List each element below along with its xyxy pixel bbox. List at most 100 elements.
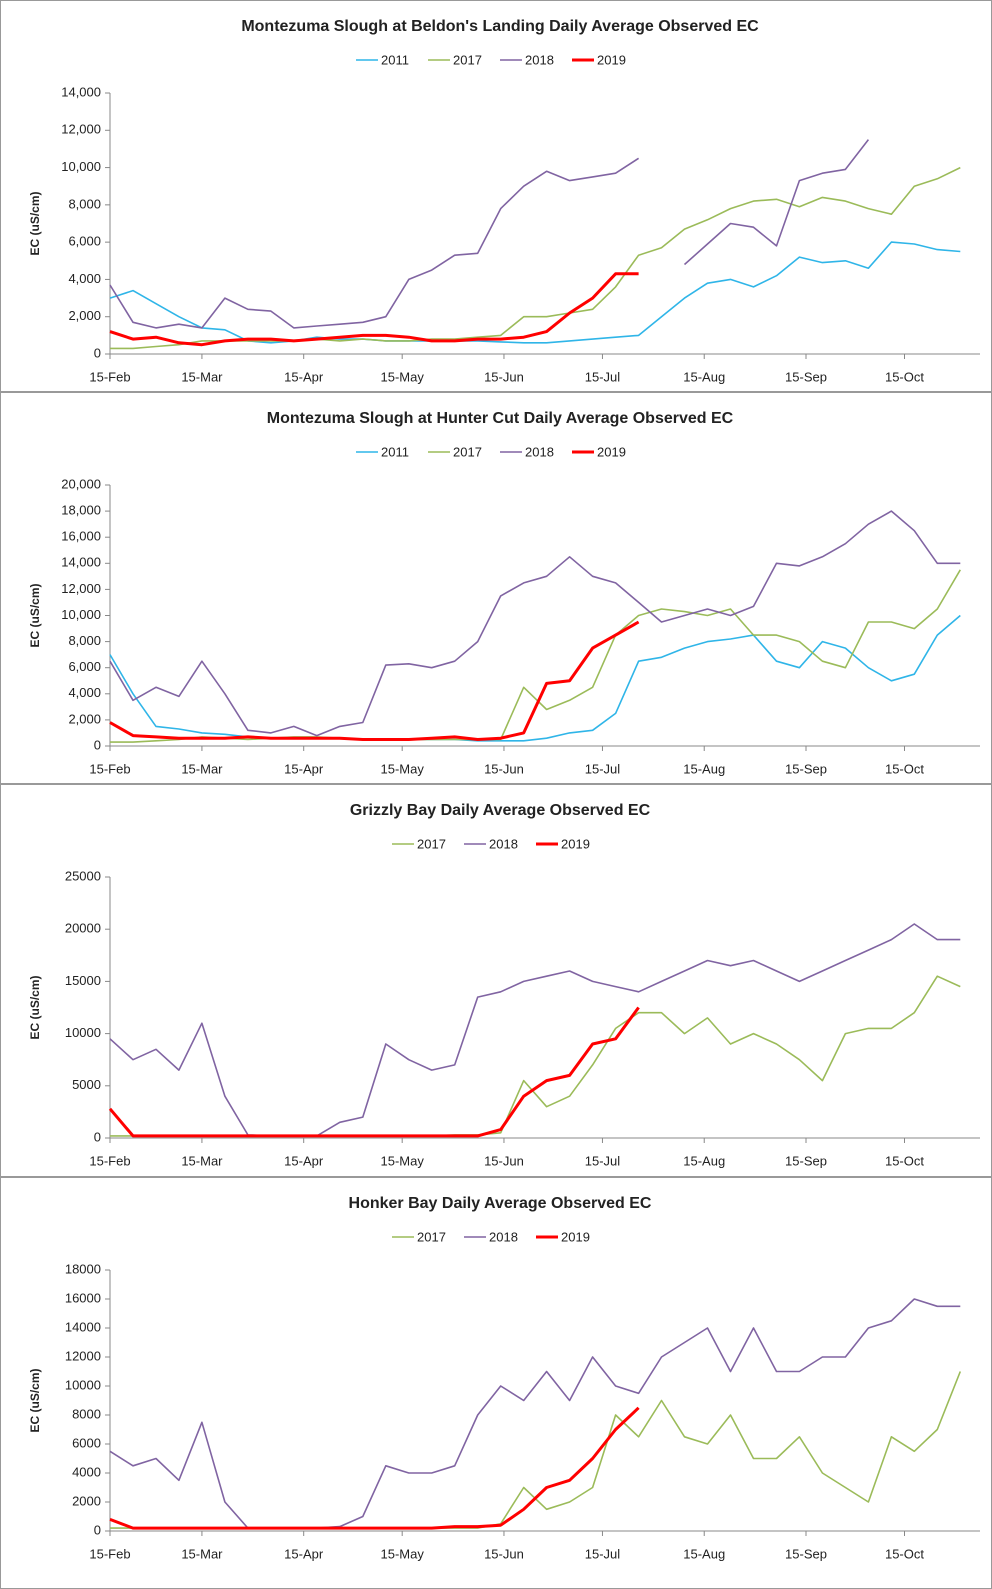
- legend-label: 2011: [381, 52, 409, 67]
- y-tick-label: 2,000: [68, 711, 101, 726]
- y-tick-label: 20,000: [61, 476, 101, 491]
- panel-border: [0, 392, 992, 784]
- series-line: [109, 510, 961, 737]
- legend-label: 2019: [597, 52, 626, 67]
- x-tick-label: 15-May: [381, 369, 425, 384]
- legend-label: 2019: [561, 836, 590, 851]
- x-tick-label: 15-Oct: [885, 1546, 924, 1561]
- y-axis-label: EC (uS/cm): [28, 191, 42, 255]
- x-tick-label: 15-Sep: [785, 1546, 827, 1561]
- y-tick-label: 14,000: [61, 555, 101, 570]
- x-tick-label: 15-Mar: [181, 369, 223, 384]
- x-tick-label: 15-Jun: [484, 1153, 524, 1168]
- chart-title: Grizzly Bay Daily Average Observed EC: [350, 802, 651, 819]
- chart-title: Montezuma Slough at Hunter Cut Daily Ave…: [267, 410, 734, 427]
- y-tick-label: 6,000: [68, 234, 101, 249]
- y-tick-label: 0: [94, 345, 101, 360]
- y-tick-label: 16,000: [61, 529, 101, 544]
- y-tick-label: 14,000: [61, 84, 101, 99]
- x-tick-label: 15-Jun: [484, 1546, 524, 1561]
- x-tick-label: 15-Sep: [785, 1153, 827, 1168]
- x-tick-label: 15-Jun: [484, 369, 524, 384]
- chart-panel: Montezuma Slough at Hunter Cut Daily Ave…: [0, 392, 992, 784]
- x-tick-label: 15-Apr: [284, 761, 324, 776]
- y-tick-label: 20000: [65, 921, 101, 936]
- y-tick-label: 25000: [65, 868, 101, 883]
- legend-label: 2019: [561, 1229, 590, 1244]
- y-tick-label: 10,000: [61, 607, 101, 622]
- x-tick-label: 15-Aug: [683, 1546, 725, 1561]
- series-line: [109, 620, 640, 741]
- chart-title: Honker Bay Daily Average Observed EC: [349, 1195, 652, 1212]
- y-tick-label: 6,000: [68, 659, 101, 674]
- y-tick-label: 6000: [72, 1435, 101, 1450]
- x-tick-label: 15-Jul: [585, 369, 621, 384]
- x-tick-label: 15-Aug: [683, 761, 725, 776]
- y-tick-label: 15000: [65, 973, 101, 988]
- series-line: [109, 1406, 640, 1530]
- legend-label: 2018: [489, 836, 518, 851]
- x-tick-label: 15-Apr: [284, 1153, 324, 1168]
- y-tick-label: 5000: [72, 1077, 101, 1092]
- chart-title: Montezuma Slough at Beldon's Landing Dai…: [241, 18, 759, 35]
- y-tick-label: 18,000: [61, 503, 101, 518]
- chart-panel: Grizzly Bay Daily Average Observed EC 201…: [0, 784, 992, 1177]
- x-tick-label: 15-Oct: [885, 1153, 924, 1168]
- series-line: [110, 569, 961, 743]
- x-tick-label: 15-Oct: [885, 761, 924, 776]
- chart-panel: Honker Bay Daily Average Observed EC 2017…: [0, 1177, 992, 1589]
- series-line: [109, 272, 639, 347]
- y-tick-label: 16000: [65, 1290, 101, 1305]
- x-tick-label: 15-Jun: [484, 761, 524, 776]
- x-tick-label: 15-Sep: [785, 761, 827, 776]
- y-tick-label: 12,000: [61, 581, 101, 596]
- x-tick-label: 15-Jul: [585, 761, 621, 776]
- y-tick-label: 0: [94, 1522, 101, 1537]
- y-axis-label: EC (uS/cm): [28, 583, 42, 647]
- legend-label: 2018: [489, 1229, 518, 1244]
- x-tick-label: 15-Mar: [181, 1546, 223, 1561]
- x-tick-label: 15-May: [381, 761, 425, 776]
- x-tick-label: 15-Apr: [284, 369, 324, 384]
- y-tick-label: 10000: [65, 1025, 101, 1040]
- chart-panel: Montezuma Slough at Beldon's Landing Dai…: [0, 0, 992, 392]
- x-tick-label: 15-Jul: [585, 1546, 621, 1561]
- x-tick-label: 15-Aug: [683, 1153, 725, 1168]
- series-line: [110, 166, 961, 350]
- legend-label: 2017: [453, 52, 482, 67]
- y-tick-label: 4,000: [68, 685, 101, 700]
- y-tick-label: 8,000: [68, 196, 101, 211]
- y-tick-label: 10,000: [61, 159, 101, 174]
- x-tick-label: 15-Mar: [181, 1153, 223, 1168]
- y-tick-label: 2,000: [68, 308, 101, 323]
- legend-label: 2017: [417, 836, 446, 851]
- x-tick-label: 15-Apr: [284, 1546, 324, 1561]
- y-tick-label: 8,000: [68, 633, 101, 648]
- panel-border: [0, 784, 992, 1177]
- y-tick-label: 4,000: [68, 271, 101, 286]
- legend-label: 2017: [453, 444, 482, 459]
- legend-label: 2018: [525, 52, 554, 67]
- y-tick-label: 4000: [72, 1464, 101, 1479]
- y-tick-label: 10000: [65, 1377, 101, 1392]
- y-tick-label: 12,000: [61, 122, 101, 137]
- y-tick-label: 0: [94, 1129, 101, 1144]
- x-tick-label: 15-May: [381, 1153, 425, 1168]
- x-tick-label: 15-Feb: [89, 1546, 130, 1561]
- panel-border: [0, 0, 992, 392]
- panel-border: [0, 1177, 992, 1589]
- legend-label: 2018: [525, 444, 554, 459]
- x-tick-label: 15-Feb: [89, 761, 130, 776]
- legend-label: 2017: [417, 1229, 446, 1244]
- legend-label: 2011: [381, 444, 409, 459]
- y-tick-label: 2000: [72, 1493, 101, 1508]
- y-tick-label: 14000: [65, 1319, 101, 1334]
- y-axis-label: EC (uS/cm): [28, 975, 42, 1039]
- y-tick-label: 18000: [65, 1261, 101, 1276]
- x-tick-label: 15-May: [381, 1546, 425, 1561]
- x-tick-label: 15-Sep: [785, 369, 827, 384]
- x-tick-label: 15-Jul: [585, 1153, 621, 1168]
- x-tick-label: 15-Feb: [89, 1153, 130, 1168]
